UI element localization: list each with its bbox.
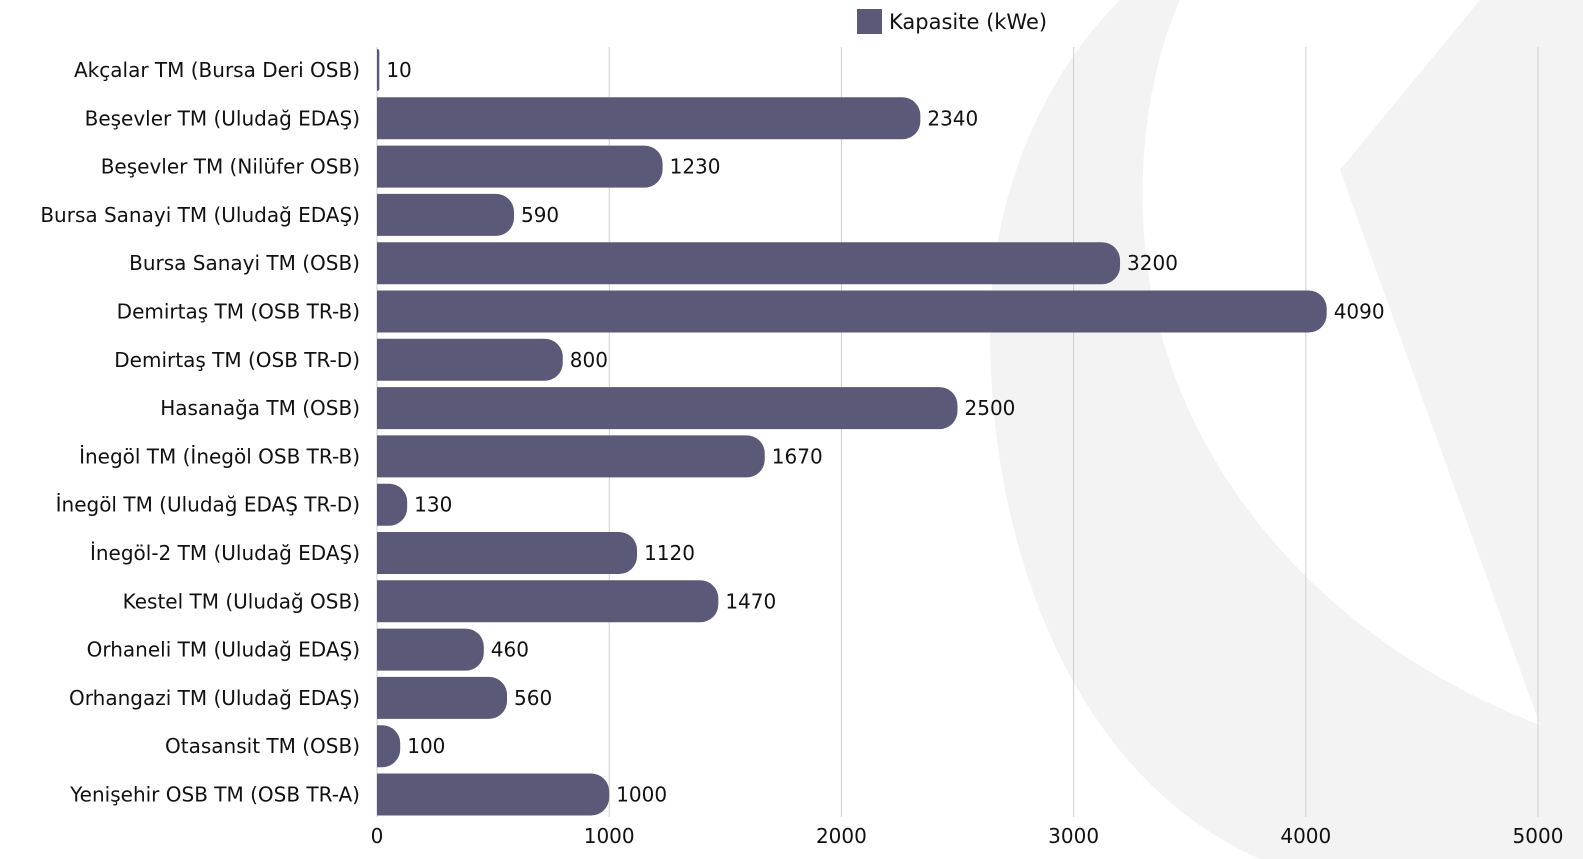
legend: Kapasite (kWe): [857, 9, 1047, 34]
bars: [377, 49, 1327, 816]
value-label: 10: [386, 58, 411, 82]
value-label: 590: [521, 203, 559, 227]
bar: [377, 97, 921, 140]
category-label: İnegöl TM (Uludağ EDAŞ TR-D): [56, 493, 360, 517]
x-tick-label: 4000: [1280, 824, 1331, 848]
value-label: 800: [570, 348, 608, 372]
category-label: Yenişehir OSB TM (OSB TR-A): [69, 783, 360, 807]
category-label: Otasansit TM (OSB): [165, 734, 360, 758]
value-label: 1230: [670, 155, 721, 179]
bar: [377, 580, 719, 623]
category-labels: Akçalar TM (Bursa Deri OSB) Beşevler TM (…: [40, 58, 360, 807]
value-label: 560: [514, 686, 552, 710]
category-label: Orhangazi TM (Uludağ EDAŞ): [69, 686, 360, 710]
x-tick-label: 5000: [1513, 824, 1564, 848]
category-label: Demirtaş TM (OSB TR-D): [114, 348, 360, 372]
x-tick-label: 2000: [816, 824, 867, 848]
value-label: 1120: [644, 541, 695, 565]
value-label: 4090: [1334, 300, 1385, 324]
x-tick-label: 0: [371, 824, 384, 848]
value-label: 2500: [965, 396, 1016, 420]
category-label: İnegöl TM (İnegöl OSB TR-B): [79, 444, 360, 468]
value-label: 100: [407, 734, 445, 758]
category-label: Kestel TM (Uludağ OSB): [123, 589, 360, 613]
x-tick-label: 3000: [1048, 824, 1099, 848]
value-labels: 10 2340 1230 590 3200 4090 800 2500 1670 130 1120 1…: [386, 58, 1384, 807]
legend-label: Kapasite (kWe): [889, 10, 1047, 34]
bar: [377, 628, 484, 671]
category-label: Bursa Sanayi TM (Uludağ EDAŞ): [40, 203, 360, 227]
value-label: 1000: [616, 783, 667, 807]
category-label: Beşevler TM (Nilüfer OSB): [101, 155, 360, 179]
bar: [377, 676, 508, 719]
value-label: 460: [491, 638, 529, 662]
bar: [377, 290, 1327, 333]
category-label: Akçalar TM (Bursa Deri OSB): [74, 58, 360, 82]
bar: [377, 242, 1121, 285]
value-label: 130: [414, 493, 452, 517]
bar: [377, 773, 610, 816]
bar: [377, 193, 514, 236]
x-tick-label: 1000: [584, 824, 635, 848]
value-label: 1470: [725, 589, 776, 613]
x-axis-ticks: 0 1000 2000 3000 4000 5000: [371, 824, 1564, 848]
category-label: Beşevler TM (Uludağ EDAŞ): [85, 106, 360, 130]
category-label: Demirtaş TM (OSB TR-B): [117, 300, 360, 324]
bar: [377, 435, 765, 478]
bar: [377, 725, 401, 768]
value-label: 2340: [927, 106, 978, 130]
category-label: İnegöl-2 TM (Uludağ EDAŞ): [90, 541, 360, 565]
category-label: Orhaneli TM (Uludağ EDAŞ): [87, 638, 360, 662]
legend-swatch: [857, 9, 882, 34]
bar: [377, 145, 663, 188]
bar: [377, 49, 380, 91]
category-label: Bursa Sanayi TM (OSB): [129, 251, 360, 275]
bar: [377, 387, 958, 430]
watermark-chevron: [1142, 0, 1540, 725]
category-label: Hasanağa TM (OSB): [160, 396, 360, 420]
bar: [377, 483, 408, 526]
value-label: 1670: [772, 444, 823, 468]
value-label: 3200: [1127, 251, 1178, 275]
bar: [377, 338, 563, 381]
bar: [377, 532, 638, 574]
